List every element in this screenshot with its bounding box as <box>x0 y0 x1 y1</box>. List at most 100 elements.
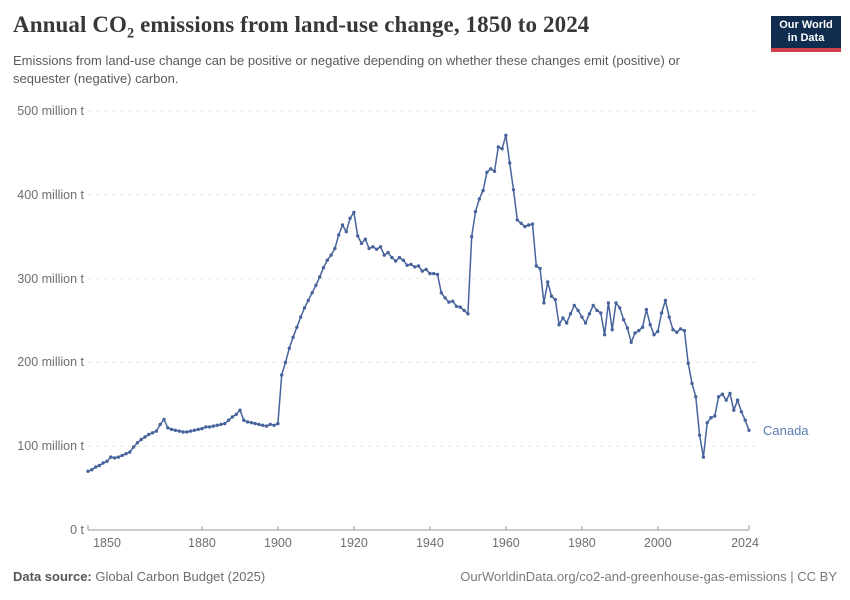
data-point <box>599 311 603 315</box>
data-point <box>447 300 451 304</box>
data-point <box>470 235 474 239</box>
data-point <box>458 305 462 309</box>
data-point <box>462 308 466 313</box>
chart-subtitle: Emissions from land-use change can be po… <box>13 53 680 86</box>
data-point <box>728 391 732 396</box>
data-point <box>659 311 664 315</box>
data-point <box>124 452 128 456</box>
data-point <box>378 245 383 249</box>
data-point <box>481 188 485 193</box>
data-point <box>128 450 132 454</box>
data-point <box>306 298 310 303</box>
data-point <box>105 459 109 463</box>
data-point <box>413 265 417 269</box>
data-point <box>185 430 189 434</box>
data-point <box>694 395 698 399</box>
page-title: Annual CO2 emissions from land-use chang… <box>13 12 713 41</box>
data-point <box>435 272 440 277</box>
data-point <box>276 421 280 426</box>
data-point <box>640 325 645 329</box>
x-axis-tick-label: 1880 <box>188 536 216 550</box>
data-point <box>477 197 481 201</box>
data-point <box>340 223 345 227</box>
title-text-suffix: emissions from land-use change, 1850 to … <box>134 12 590 37</box>
x-axis-tick-label: 1900 <box>264 536 292 550</box>
x-axis-tick-label: 1980 <box>567 536 596 550</box>
data-point <box>131 445 136 449</box>
data-point <box>606 301 611 305</box>
data-point <box>211 424 216 428</box>
series-label-canada[interactable]: Canada <box>763 423 809 439</box>
data-point <box>466 312 470 316</box>
data-point <box>169 427 174 432</box>
data-point <box>644 307 649 312</box>
data-point <box>253 421 257 426</box>
data-point <box>264 424 269 428</box>
data-point <box>530 222 535 226</box>
data-point <box>489 167 493 171</box>
data-point <box>321 266 326 270</box>
data-point <box>329 253 333 257</box>
data-point <box>496 145 500 149</box>
data-point <box>527 223 531 227</box>
data-point <box>591 303 595 308</box>
license-note: OurWorldinData.org/co2-and-greenhouse-ga… <box>460 569 837 584</box>
data-point <box>348 216 352 220</box>
data-point <box>302 306 307 310</box>
data-point <box>93 465 98 469</box>
data-point <box>352 210 356 215</box>
data-point <box>492 169 497 173</box>
data-point <box>207 425 212 429</box>
data-point <box>724 398 728 402</box>
data-point <box>135 441 140 445</box>
data-point <box>257 422 261 427</box>
data-point <box>701 455 706 459</box>
data-point <box>249 421 254 425</box>
data-point <box>420 269 424 273</box>
data-point <box>451 299 455 303</box>
data-point <box>371 245 375 249</box>
x-axis-tick-label: 1940 <box>415 536 444 550</box>
data-point <box>181 430 185 434</box>
data-point <box>310 291 314 295</box>
data-point <box>97 463 102 468</box>
x-axis-tick-label: 1960 <box>491 536 520 550</box>
data-point <box>173 428 178 432</box>
data-source-note: Data source: Global Carbon Budget (2025) <box>13 569 265 584</box>
data-point <box>86 469 90 473</box>
data-point <box>109 455 113 459</box>
data-point <box>162 417 166 422</box>
data-point <box>485 170 489 174</box>
data-point <box>553 297 557 302</box>
data-point <box>500 147 504 151</box>
data-point <box>261 423 265 427</box>
data-point <box>432 271 436 276</box>
data-point <box>390 255 394 260</box>
x-axis-tick-label: 1920 <box>340 536 368 550</box>
y-axis-tick-label: 400 million t <box>17 187 84 202</box>
data-point <box>192 428 197 432</box>
data-point <box>139 437 143 442</box>
data-point <box>375 247 379 251</box>
data-point <box>356 234 360 238</box>
data-point <box>705 421 709 425</box>
y-axis-tick-label: 300 million t <box>17 271 84 286</box>
data-point <box>112 456 117 460</box>
data-point <box>595 308 599 313</box>
canada-line[interactable] <box>87 134 750 473</box>
data-point <box>454 304 459 308</box>
owid-logo-red-bar <box>771 47 841 52</box>
y-axis-tick-label: 100 million t <box>17 439 84 454</box>
data-point <box>337 233 341 237</box>
data-point <box>147 432 151 437</box>
data-point <box>739 410 744 414</box>
data-point <box>234 412 238 417</box>
data-point <box>648 323 652 327</box>
data-point <box>295 325 299 329</box>
data-point <box>515 218 519 222</box>
data-point <box>242 418 246 422</box>
y-axis-tick-label: 500 million t <box>17 104 84 118</box>
x-axis-tick-label: 1850 <box>93 536 121 550</box>
